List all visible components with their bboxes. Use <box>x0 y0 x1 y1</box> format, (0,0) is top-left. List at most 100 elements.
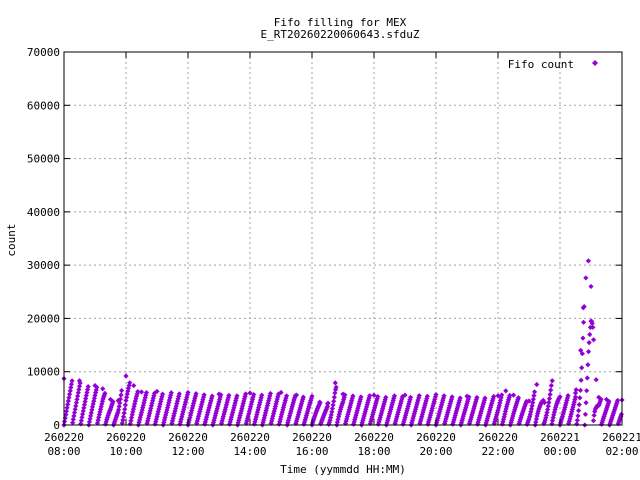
data-point <box>483 420 489 426</box>
data-point <box>544 409 550 416</box>
legend-marker <box>592 60 598 66</box>
data-point <box>590 418 597 424</box>
data-point <box>535 410 541 417</box>
data-point <box>572 390 579 396</box>
data-point <box>249 396 256 402</box>
data-point <box>530 396 536 402</box>
data-point <box>332 390 338 396</box>
data-point <box>399 396 405 402</box>
data-point <box>534 413 540 419</box>
data-point <box>535 408 541 414</box>
data-point <box>268 420 274 426</box>
data-point <box>233 398 239 404</box>
y-tick-label: 10000 <box>27 366 60 379</box>
y-tick-label: 30000 <box>27 259 60 272</box>
data-point <box>95 417 101 423</box>
data-point <box>441 393 447 399</box>
data-point <box>196 411 202 417</box>
data-point <box>489 400 495 406</box>
x-tick-time-label: 22:00 <box>481 445 514 458</box>
data-point <box>206 405 212 411</box>
data-point <box>526 398 532 404</box>
data-point <box>406 399 412 405</box>
data-point <box>231 405 237 411</box>
data-point <box>120 417 126 423</box>
data-point <box>281 402 287 408</box>
data-point <box>332 380 338 386</box>
data-point <box>216 391 222 397</box>
data-point <box>430 403 436 409</box>
data-point <box>153 419 159 425</box>
data-point <box>213 408 220 414</box>
data-point <box>499 392 505 398</box>
legend-label: Fifo count <box>508 58 574 71</box>
data-point <box>549 421 555 427</box>
data-point <box>119 420 125 426</box>
data-point <box>65 398 71 404</box>
chart-title: Fifo filling for MEX <box>274 16 407 29</box>
x-tick-time-label: 02:00 <box>605 445 638 458</box>
data-point <box>317 399 323 405</box>
data-point <box>457 395 463 401</box>
data-point <box>269 418 275 424</box>
plot-frame <box>63 51 623 426</box>
data-point <box>225 395 231 401</box>
data-point <box>149 400 155 406</box>
data-point <box>90 401 96 407</box>
data-point <box>226 392 232 398</box>
data-point <box>587 331 593 338</box>
data-point <box>133 396 139 402</box>
data-point <box>116 403 122 410</box>
data-point <box>586 339 592 346</box>
data-point <box>560 411 566 417</box>
data-point <box>275 394 281 400</box>
data-point <box>241 396 248 402</box>
x-tick-date-label: 260220 <box>106 431 146 444</box>
data-point <box>117 396 124 402</box>
data-point <box>222 406 228 413</box>
data-point <box>328 412 334 418</box>
data-point <box>247 390 253 396</box>
data-point <box>274 398 280 405</box>
data-point <box>205 409 211 416</box>
data-point <box>578 347 584 353</box>
data-point <box>388 406 394 412</box>
data-point <box>244 418 250 424</box>
data-point <box>572 394 579 400</box>
data-point <box>185 389 191 396</box>
data-point <box>336 414 342 420</box>
data-point <box>138 412 144 418</box>
data-point <box>266 398 272 404</box>
data-point <box>74 396 80 402</box>
data-point <box>591 412 597 418</box>
data-point <box>261 417 267 423</box>
data-point <box>309 393 315 399</box>
data-point <box>445 409 451 415</box>
data-point <box>474 421 481 427</box>
data-point <box>157 401 163 407</box>
data-point <box>202 421 208 427</box>
data-point <box>104 417 110 423</box>
data-point <box>82 399 88 405</box>
data-point <box>297 407 303 413</box>
data-point <box>68 384 74 391</box>
data-point <box>491 393 497 400</box>
data-point <box>490 396 496 402</box>
data-point <box>618 411 624 417</box>
data-point <box>505 397 512 403</box>
data-point <box>329 405 336 412</box>
data-point <box>606 398 612 405</box>
data-point <box>209 393 215 399</box>
data-point <box>511 409 517 415</box>
data-point <box>590 324 596 330</box>
data-point <box>333 384 339 390</box>
data-point <box>551 409 558 415</box>
y-axis-label: count <box>5 223 18 256</box>
x-tick-date-label: 260220 <box>44 431 84 444</box>
data-point <box>400 421 406 427</box>
data-point <box>495 393 501 399</box>
data-point <box>580 305 586 311</box>
data-point <box>530 400 536 406</box>
data-point <box>582 411 589 417</box>
data-point <box>145 418 151 424</box>
